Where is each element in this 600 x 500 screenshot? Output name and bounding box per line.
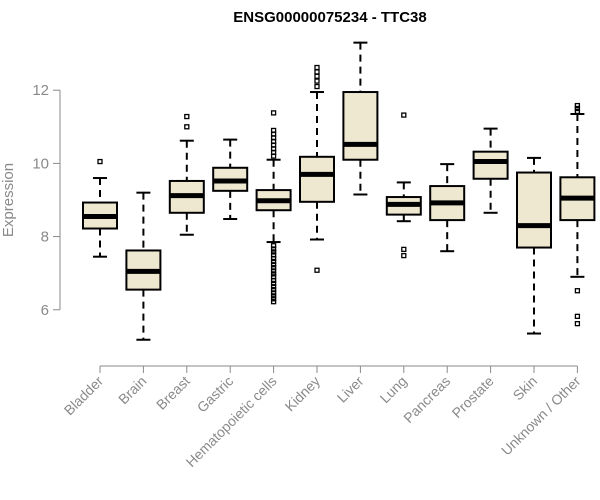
y-tick-label: 12 [32, 82, 49, 99]
outlier-point [314, 73, 320, 79]
outlier-point [270, 262, 277, 268]
outlier-point [270, 296, 277, 302]
outlier-point [314, 78, 320, 84]
outlier-point [574, 288, 581, 294]
outlier-point [574, 313, 581, 319]
outlier-point [270, 265, 277, 271]
outlier-point [270, 127, 277, 134]
outlier-point [184, 113, 190, 120]
x-tick-label: Brain [115, 373, 149, 407]
box-prostate [472, 127, 509, 214]
outlier-point [270, 246, 277, 252]
box-brain [125, 191, 162, 341]
outlier-point [314, 267, 320, 273]
outlier-point [401, 246, 407, 253]
outlier-point [270, 258, 277, 265]
outlier-point [270, 271, 277, 277]
box-kidney [299, 64, 335, 273]
outlier-point [314, 69, 320, 75]
x-tick-label: Liver [334, 373, 367, 406]
outlier-point [270, 293, 277, 299]
y-tick-label: 6 [41, 302, 49, 319]
outlier-point [184, 124, 190, 130]
x-tick-label: Skin [510, 373, 541, 404]
box-liver [342, 41, 379, 196]
iqr-box [342, 91, 379, 161]
x-tick-label: Pancreas [400, 373, 453, 426]
outlier-point [270, 110, 277, 116]
x-tick-label: Gastric [194, 373, 237, 416]
box-hematopoietic-cells [255, 110, 292, 305]
box-skin [516, 156, 552, 335]
y-axis-label: Expression [0, 163, 17, 237]
outlier-point [270, 286, 277, 293]
outlier-point [97, 158, 103, 165]
iqr-box [299, 155, 335, 203]
outlier-point [270, 284, 277, 290]
outlier-point [270, 252, 277, 258]
x-tick-label: Bladder [61, 373, 107, 419]
y-tick-label: 10 [32, 155, 49, 172]
outlier-point [270, 299, 277, 305]
outlier-point [574, 102, 581, 109]
x-tick-label: Unknown / Other [498, 373, 584, 459]
box-unknown-other [559, 102, 596, 327]
boxes-group [82, 41, 596, 341]
chart-title: ENSG00000075234 - TTC38 [233, 9, 426, 26]
y-tick-label: 8 [41, 229, 49, 246]
outlier-point [574, 108, 581, 115]
box-pancreas [429, 163, 466, 253]
outlier-point [401, 112, 407, 118]
outlier-point [270, 280, 277, 287]
x-tick-label: Breast [153, 373, 193, 413]
outlier-point [574, 321, 581, 327]
outlier-point [314, 64, 320, 71]
outlier-point [401, 252, 407, 259]
outlier-point [270, 268, 277, 274]
box-bladder [82, 158, 118, 258]
iqr-box [516, 171, 552, 249]
x-tick-label: Prostate [449, 373, 497, 421]
box-lung [385, 112, 422, 259]
outlier-point [270, 274, 277, 280]
outlier-point [270, 290, 277, 296]
box-breast [168, 113, 205, 236]
outlier-point [574, 105, 581, 112]
y-axis: 6 8 10 12 [32, 82, 61, 319]
outlier-point [270, 243, 277, 249]
outlier-point [270, 249, 277, 255]
x-tick-label: Lung [377, 373, 410, 406]
x-tick-label: Kidney [282, 373, 324, 415]
iqr-box [472, 150, 509, 180]
outlier-point [314, 83, 320, 90]
box-gastric [212, 138, 249, 221]
